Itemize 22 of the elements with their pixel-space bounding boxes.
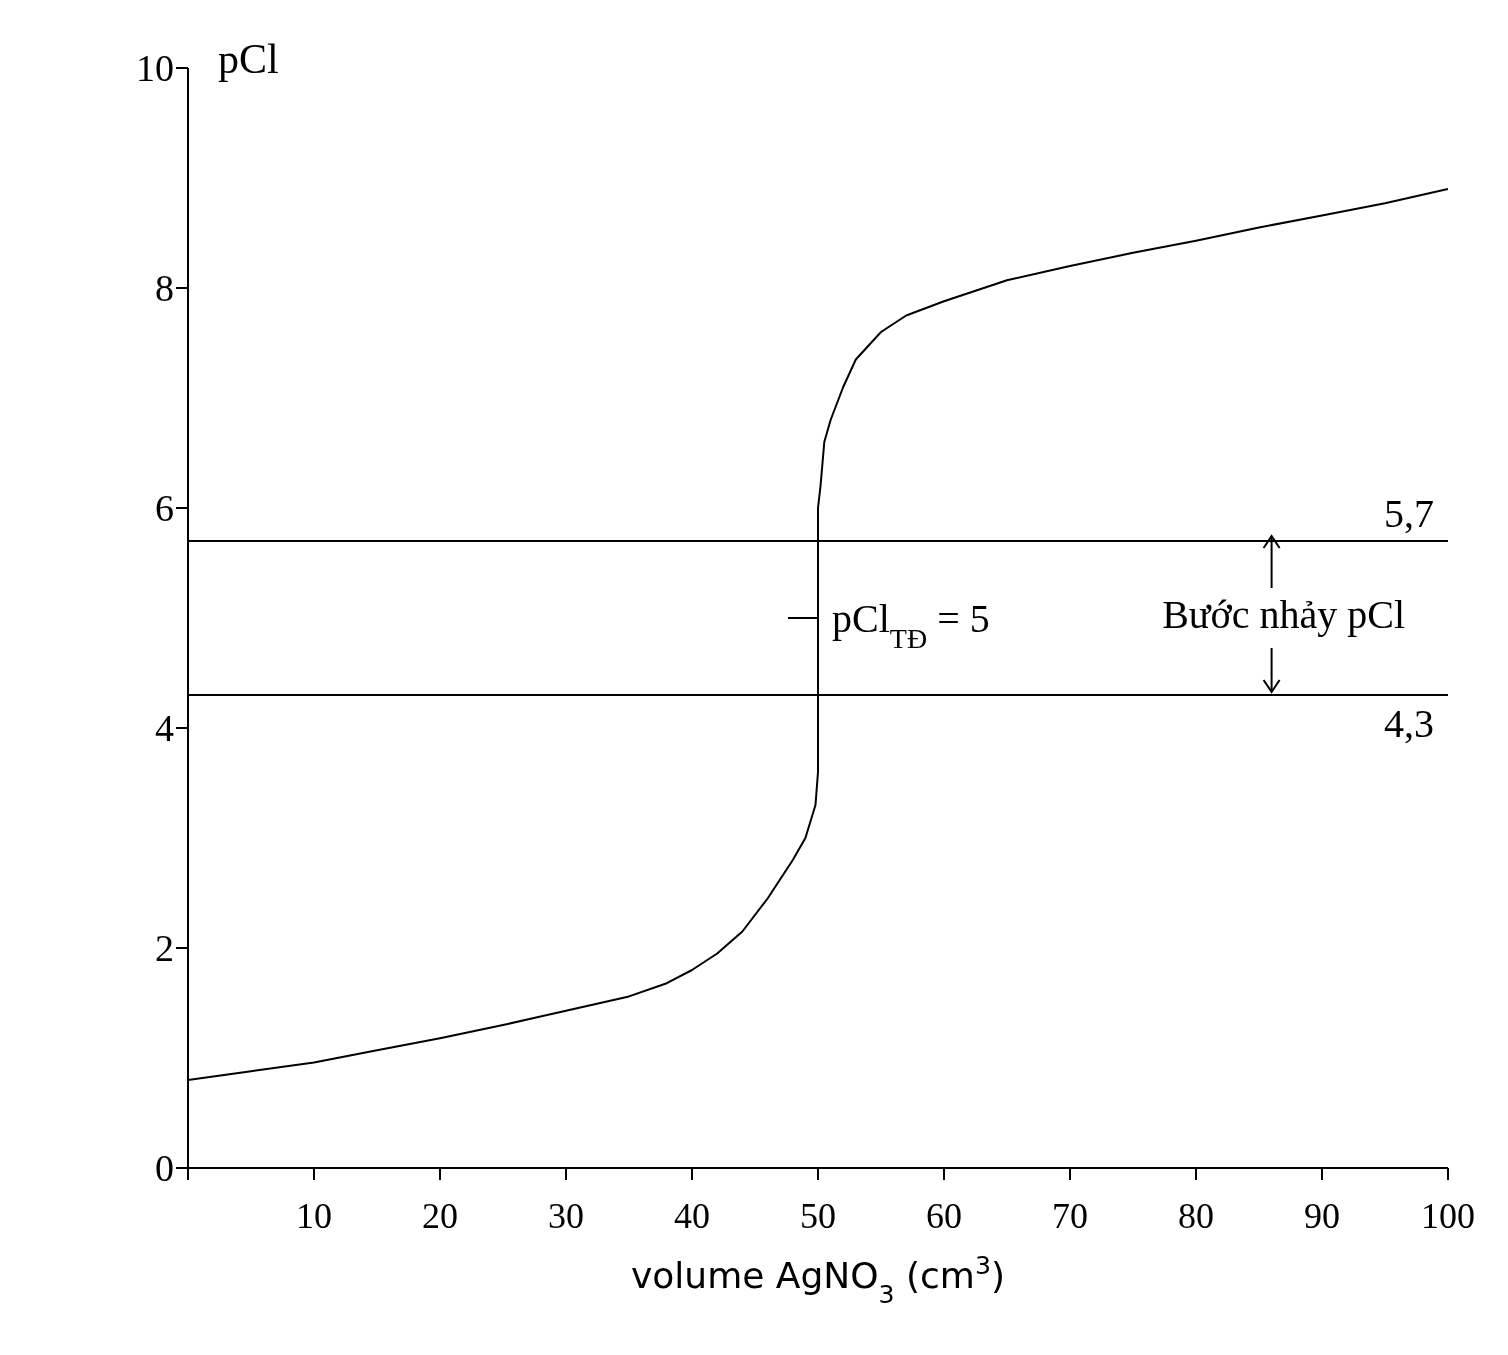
x-tick-label: 60 [926,1195,962,1236]
y-tick-label: 2 [155,927,174,970]
y-tick-label: 8 [155,267,174,310]
y-tick-label: 0 [155,1147,174,1190]
x-tick-label: 40 [674,1195,710,1236]
y-tick-label: 4 [155,707,174,750]
x-tick-label: 90 [1304,1195,1340,1236]
x-tick-label: 20 [422,1195,458,1236]
y-tick-label: 10 [136,47,174,90]
x-tick-label: 70 [1052,1195,1088,1236]
x-tick-label: 30 [548,1195,584,1236]
x-tick-label: 80 [1178,1195,1214,1236]
ref-line-label: 5,7 [1384,491,1434,536]
x-tick-label: 50 [800,1195,836,1236]
x-axis-title: volume AgNO$_{3}$ (cm$^{3}$) [630,1250,1006,1309]
y-tick-label: 6 [155,487,174,530]
x-tick-label: 100 [1421,1195,1475,1236]
annotation: Bước nhảy pCl [1162,592,1406,637]
ref-line-label: 4,3 [1384,701,1434,747]
annotation: pCl$_{TĐ}$ = 5 [832,596,990,654]
x-tick-label: 10 [296,1195,332,1236]
y-axis-title: pCl [218,36,279,82]
